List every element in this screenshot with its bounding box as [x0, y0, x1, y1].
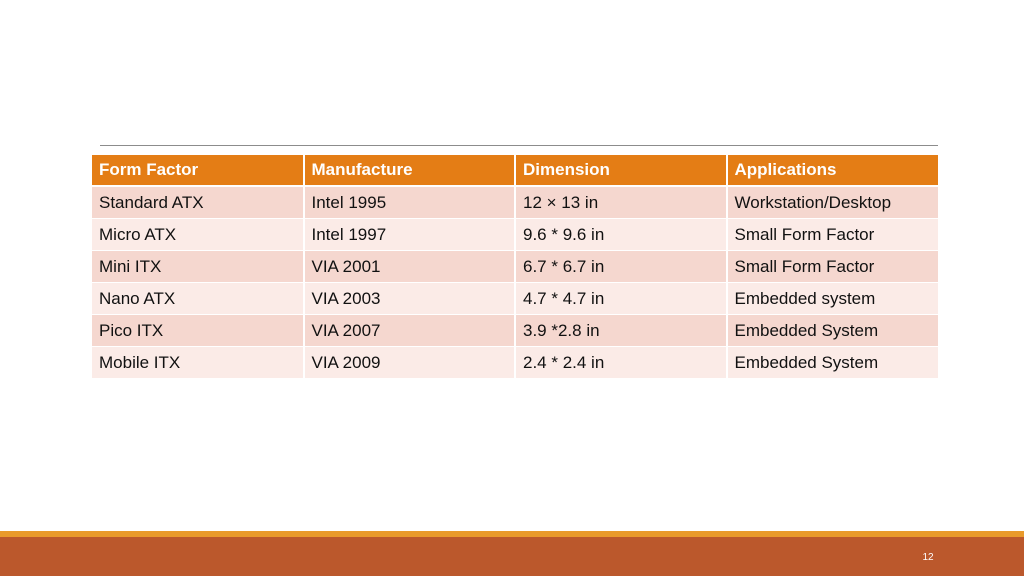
title-divider	[100, 145, 938, 146]
footer-bar	[0, 537, 1024, 576]
table-header-row: Form Factor Manufacture Dimension Applic…	[92, 155, 938, 187]
cell-applications: Embedded System	[726, 346, 938, 379]
cell-form-factor: Pico ITX	[92, 314, 305, 347]
cell-manufacture: VIA 2009	[303, 346, 516, 379]
table-row: Standard ATX Intel 1995 12 × 13 in Works…	[92, 186, 938, 219]
cell-manufacture: Intel 1997	[303, 218, 516, 251]
cell-applications: Embedded system	[726, 282, 938, 315]
header-form-factor: Form Factor	[92, 155, 305, 187]
table-row: Micro ATX Intel 1997 9.6 * 9.6 in Small …	[92, 218, 938, 251]
cell-dimension: 3.9 *2.8 in	[515, 314, 728, 347]
cell-manufacture: VIA 2001	[303, 250, 516, 283]
header-manufacture: Manufacture	[303, 155, 516, 187]
cell-applications: Embedded System	[726, 314, 938, 347]
cell-manufacture: Intel 1995	[303, 186, 516, 219]
cell-dimension: 4.7 * 4.7 in	[515, 282, 728, 315]
slide-number: 12	[922, 552, 934, 563]
footer-accent-line	[0, 531, 1024, 537]
cell-dimension: 9.6 * 9.6 in	[515, 218, 728, 251]
cell-applications: Workstation/Desktop	[726, 186, 938, 219]
header-applications: Applications	[726, 155, 938, 187]
table-row: Nano ATX VIA 2003 4.7 * 4.7 in Embedded …	[92, 282, 938, 315]
cell-form-factor: Mobile ITX	[92, 346, 305, 379]
cell-form-factor: Standard ATX	[92, 186, 305, 219]
table-row: Mini ITX VIA 2001 6.7 * 6.7 in Small For…	[92, 250, 938, 283]
header-dimension: Dimension	[515, 155, 728, 187]
cell-dimension: 6.7 * 6.7 in	[515, 250, 728, 283]
cell-applications: Small Form Factor	[726, 250, 938, 283]
cell-dimension: 2.4 * 2.4 in	[515, 346, 728, 379]
cell-dimension: 12 × 13 in	[515, 186, 728, 219]
form-factor-table: Form Factor Manufacture Dimension Applic…	[92, 155, 938, 379]
cell-applications: Small Form Factor	[726, 218, 938, 251]
form-factor-table-container: Form Factor Manufacture Dimension Applic…	[92, 155, 938, 379]
cell-manufacture: VIA 2007	[303, 314, 516, 347]
cell-form-factor: Micro ATX	[92, 218, 305, 251]
cell-manufacture: VIA 2003	[303, 282, 516, 315]
cell-form-factor: Nano ATX	[92, 282, 305, 315]
cell-form-factor: Mini ITX	[92, 250, 305, 283]
table-row: Pico ITX VIA 2007 3.9 *2.8 in Embedded S…	[92, 314, 938, 347]
table-row: Mobile ITX VIA 2009 2.4 * 2.4 in Embedde…	[92, 346, 938, 379]
